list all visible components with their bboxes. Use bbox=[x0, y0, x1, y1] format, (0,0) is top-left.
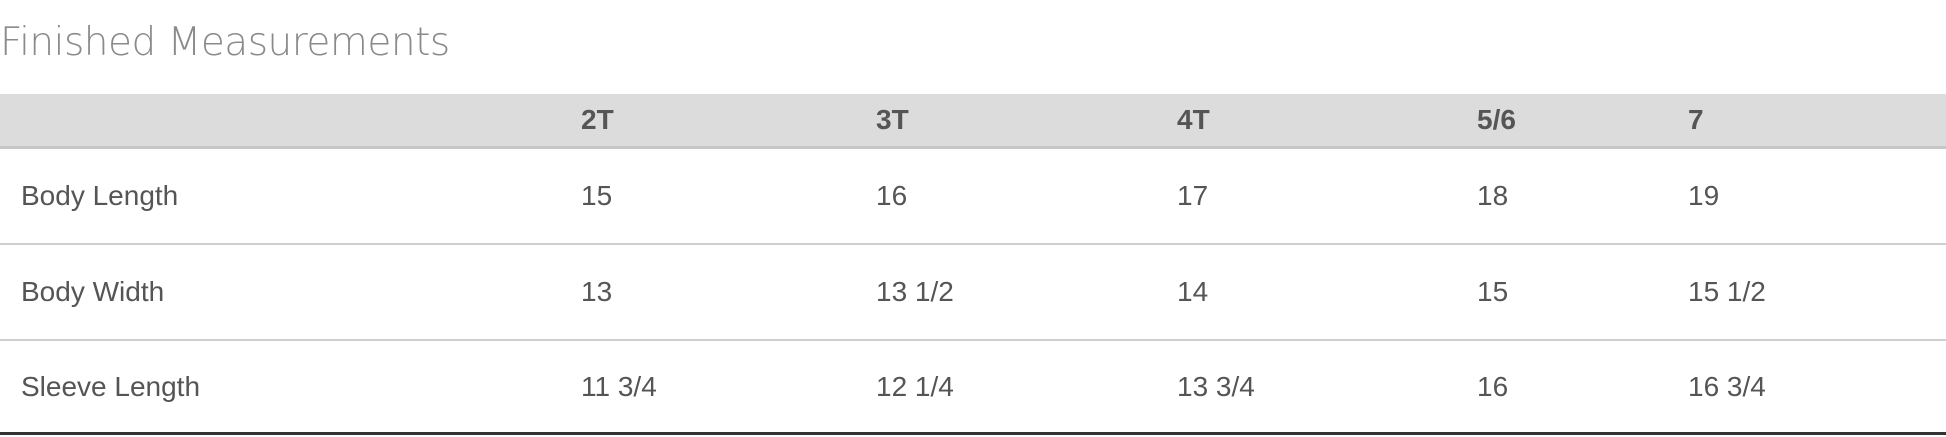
table-cell: 12 1/4 bbox=[876, 370, 954, 402]
table-cell: 15 bbox=[581, 180, 613, 211]
row-label: Body Length bbox=[21, 180, 179, 211]
section-title: Finished Measurements bbox=[0, 20, 450, 65]
table-cell: 14 bbox=[1177, 276, 1209, 307]
column-header: 2T bbox=[581, 104, 614, 135]
column-header: 7 bbox=[1688, 104, 1704, 135]
row-label: Body Width bbox=[21, 276, 165, 307]
table-cell: 16 bbox=[1477, 370, 1509, 402]
table-cell: 17 bbox=[1177, 180, 1209, 211]
table-cell: 19 bbox=[1688, 180, 1720, 211]
table-cell: 13 bbox=[581, 276, 613, 307]
table-cell: 15 1/2 bbox=[1688, 276, 1766, 307]
row-label: Sleeve Length bbox=[21, 370, 201, 402]
table-cell: 16 3/4 bbox=[1688, 370, 1766, 402]
table-header-row: 2T 3T 4T 5/6 7 bbox=[0, 94, 1946, 149]
table-cell: 15 bbox=[1477, 276, 1509, 307]
table-row: Body Width 13 13 1/2 14 15 15 1/2 bbox=[0, 245, 1946, 341]
column-header: 3T bbox=[876, 104, 909, 135]
column-header: 5/6 bbox=[1477, 104, 1516, 135]
table-cell: 16 bbox=[876, 180, 908, 211]
table-cell: 13 1/2 bbox=[876, 276, 954, 307]
table-cell: 18 bbox=[1477, 180, 1509, 211]
table-cell: 13 3/4 bbox=[1177, 370, 1255, 402]
column-header: 4T bbox=[1177, 104, 1210, 135]
table-cell: 11 3/4 bbox=[581, 370, 657, 402]
table-row: Body Length 15 16 17 18 19 bbox=[0, 149, 1946, 245]
measurements-table: 2T 3T 4T 5/6 7 Body Length 15 16 17 18 1… bbox=[0, 94, 1946, 435]
table-row: Sleeve Length 11 3/4 12 1/4 13 3/4 16 16… bbox=[0, 341, 1946, 435]
